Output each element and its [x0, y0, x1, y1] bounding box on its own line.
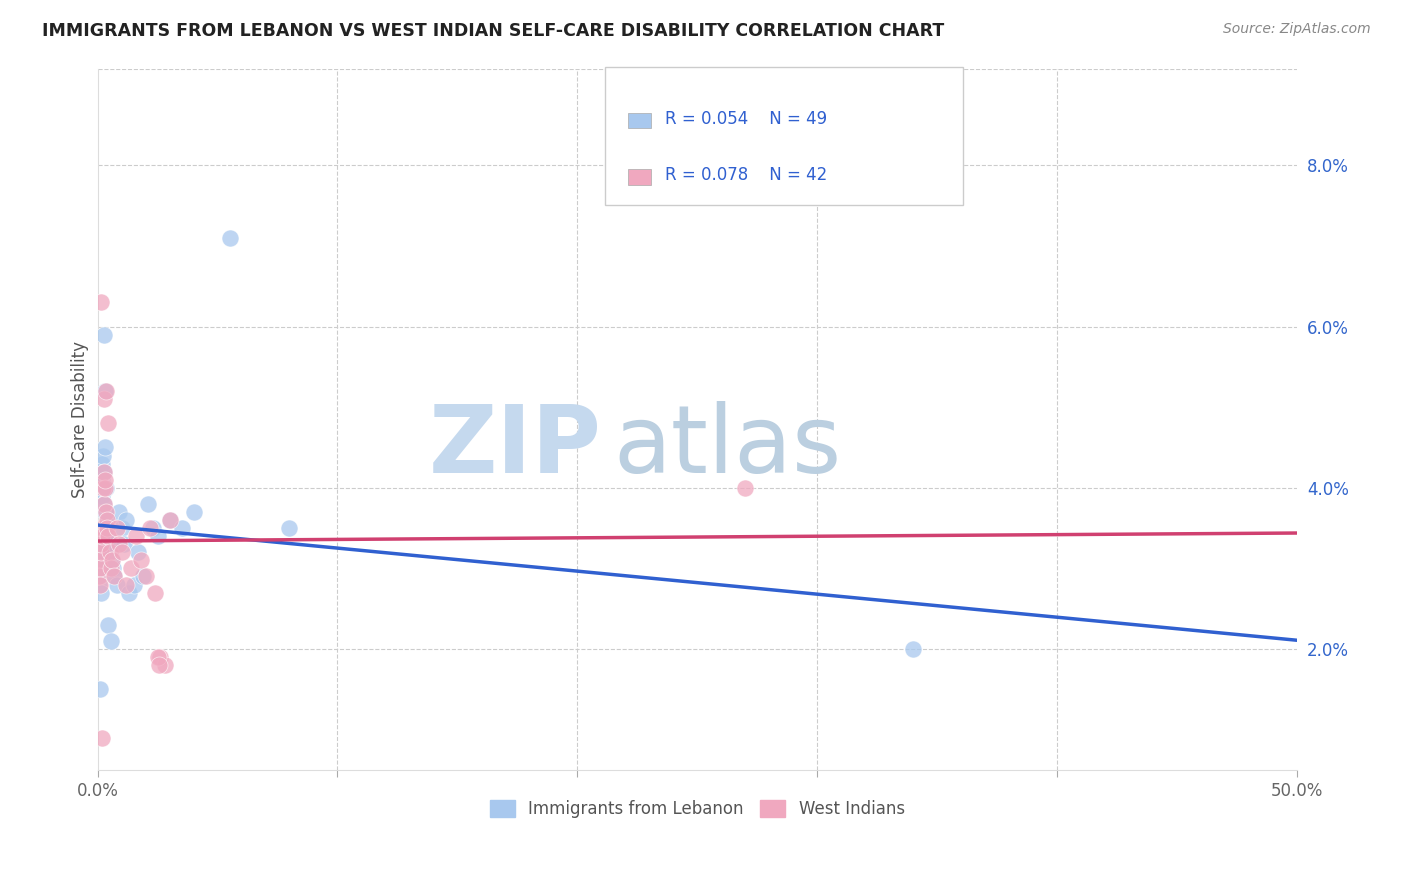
Point: [125, 529, 148, 543]
Point: [93, 497, 115, 511]
Point: [148, 658, 170, 673]
Point: [90, 295, 112, 310]
Point: [93, 465, 115, 479]
Point: [94, 481, 117, 495]
Point: [101, 553, 124, 567]
Point: [97, 618, 120, 632]
Point: [110, 521, 132, 535]
Point: [103, 569, 125, 583]
Point: [112, 537, 135, 551]
Point: [218, 231, 240, 245]
Point: [118, 585, 141, 599]
Point: [120, 561, 142, 575]
Point: [90, 465, 112, 479]
Point: [98, 545, 121, 559]
Point: [94, 481, 117, 495]
Point: [149, 650, 172, 665]
Point: [91, 457, 114, 471]
Point: [122, 577, 145, 591]
Point: [87, 561, 110, 575]
Point: [129, 553, 152, 567]
Point: [734, 481, 756, 495]
Point: [89, 569, 111, 583]
Point: [96, 513, 118, 527]
Point: [135, 569, 157, 583]
Point: [90, 521, 112, 535]
Point: [94, 441, 117, 455]
Point: [93, 497, 115, 511]
Point: [91, 529, 114, 543]
Text: Source: ZipAtlas.com: Source: ZipAtlas.com: [1223, 22, 1371, 37]
Point: [97, 417, 120, 431]
Point: [94, 505, 117, 519]
Point: [90, 537, 112, 551]
Point: [110, 545, 132, 559]
Point: [159, 513, 181, 527]
Point: [153, 658, 176, 673]
Point: [96, 521, 118, 535]
Point: [115, 513, 138, 527]
Point: [143, 585, 166, 599]
Point: [93, 327, 115, 342]
Point: [97, 529, 120, 543]
Y-axis label: Self-Care Disability: Self-Care Disability: [72, 341, 89, 498]
Point: [89, 561, 111, 575]
Point: [90, 545, 112, 559]
Point: [94, 384, 117, 398]
Point: [159, 513, 181, 527]
Point: [146, 650, 169, 665]
Text: atlas: atlas: [613, 401, 842, 493]
Point: [98, 545, 121, 559]
Point: [100, 537, 122, 551]
Point: [105, 577, 128, 591]
Point: [89, 553, 111, 567]
Point: [139, 521, 162, 535]
Point: [87, 553, 110, 567]
Point: [115, 577, 138, 591]
Point: [94, 473, 117, 487]
Point: [170, 521, 193, 535]
Point: [142, 521, 165, 535]
Text: R = 0.054    N = 49: R = 0.054 N = 49: [665, 111, 827, 128]
Text: ZIP: ZIP: [429, 401, 602, 493]
Point: [93, 465, 115, 479]
Text: R = 0.078    N = 42: R = 0.078 N = 42: [665, 166, 827, 184]
Point: [101, 561, 124, 575]
Point: [94, 521, 117, 535]
Point: [100, 634, 122, 648]
Point: [103, 569, 125, 583]
Point: [90, 561, 112, 575]
Point: [90, 585, 112, 599]
Point: [183, 505, 205, 519]
Point: [97, 513, 120, 527]
Point: [90, 473, 112, 487]
Point: [127, 545, 149, 559]
Point: [136, 497, 159, 511]
Point: [97, 529, 120, 543]
Point: [96, 521, 118, 535]
Point: [90, 489, 112, 503]
Point: [132, 569, 155, 583]
Point: [101, 553, 124, 567]
Point: [89, 682, 111, 697]
Point: [903, 642, 925, 657]
Point: [105, 521, 128, 535]
Point: [89, 569, 111, 583]
Point: [146, 529, 169, 543]
Point: [100, 561, 122, 575]
Point: [89, 577, 111, 591]
Point: [90, 545, 112, 559]
Text: IMMIGRANTS FROM LEBANON VS WEST INDIAN SELF-CARE DISABILITY CORRELATION CHART: IMMIGRANTS FROM LEBANON VS WEST INDIAN S…: [42, 22, 945, 40]
Point: [94, 505, 117, 519]
Point: [89, 577, 111, 591]
Point: [108, 537, 131, 551]
Point: [94, 384, 117, 398]
Point: [278, 521, 301, 535]
Point: [93, 392, 115, 406]
Point: [91, 481, 114, 495]
Point: [91, 449, 114, 463]
Point: [108, 505, 131, 519]
Legend: Immigrants from Lebanon, West Indians: Immigrants from Lebanon, West Indians: [484, 793, 911, 825]
Point: [91, 731, 114, 745]
